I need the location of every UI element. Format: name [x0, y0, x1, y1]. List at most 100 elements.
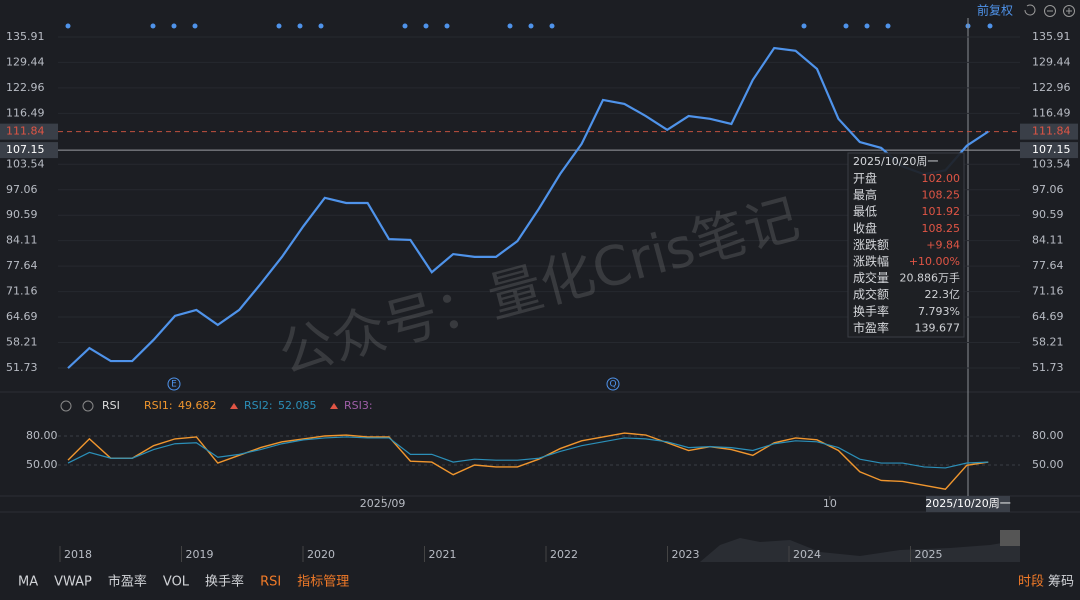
tooltip-label: 市盈率	[853, 320, 889, 335]
price-label: 107.15	[6, 143, 45, 156]
tooltip-value: 20.886万手	[900, 271, 961, 285]
y-tick-label: 51.73	[1032, 361, 1064, 374]
tooltip-label: 涨跌额	[853, 237, 889, 252]
tooltip	[847, 152, 965, 338]
y-tick-label: 97.06	[6, 183, 38, 196]
tooltip-value: 101.92	[922, 205, 961, 218]
price-box	[0, 123, 58, 140]
event-dot	[444, 23, 450, 29]
tooltip-label: 成交额	[853, 287, 889, 302]
tooltip-label: 涨跌幅	[853, 254, 889, 269]
tab[interactable]: 指标管理	[297, 575, 349, 590]
y-tick-label: 103.54	[1032, 157, 1071, 170]
y-tick-label: 80.00	[1032, 429, 1064, 442]
y-tick-label: 84.11	[1032, 234, 1064, 247]
icons[interactable]	[1024, 4, 1075, 17]
year-label: 2022	[550, 548, 578, 561]
indicator-name: RSI	[102, 399, 120, 412]
tab[interactable]: 时段	[1018, 575, 1044, 590]
legend-label: RSI1:	[144, 399, 173, 412]
y-tick-label: 122.96	[1032, 81, 1071, 94]
event-dot	[885, 23, 891, 29]
tooltip-label: 成交量	[853, 270, 889, 285]
year-label: 2024	[793, 548, 821, 561]
y-tick-label: 90.59	[1032, 208, 1064, 221]
event-dot	[276, 23, 282, 29]
y-tick-label: 90.59	[6, 208, 38, 221]
event-dot	[65, 23, 71, 29]
event-markers[interactable]: E Q	[167, 377, 620, 391]
rsi-line	[67, 432, 989, 490]
year-label: 2018	[64, 548, 92, 561]
price-line	[67, 46, 989, 369]
tooltip-label: 收盘	[853, 220, 877, 235]
legend-arrow	[330, 403, 338, 409]
navigator-handle	[1000, 530, 1020, 546]
tab[interactable]: RSI	[260, 575, 281, 590]
tab[interactable]: VWAP	[54, 575, 92, 590]
tooltip-value: 139.677	[915, 321, 961, 334]
event-dot	[402, 23, 408, 29]
event-marker[interactable]: E	[171, 380, 177, 390]
y-tick-label: 58.21	[6, 336, 38, 349]
legend-arrow	[230, 403, 238, 409]
event-dot	[864, 23, 870, 29]
tab[interactable]: 筹码	[1048, 574, 1074, 590]
y-tick-label: 84.11	[6, 234, 38, 247]
tooltip-value: 7.793%	[918, 305, 960, 318]
rsi-legend: RSI RSI1: 49.682 RSI2: 52.085 RSI3:	[60, 399, 373, 412]
event-dot	[192, 23, 198, 29]
y-tick-label: 116.49	[6, 106, 45, 119]
tooltip-value: 22.3亿	[925, 288, 961, 301]
tooltip-value: 108.25	[922, 189, 961, 202]
tooltip-value: 108.25	[922, 222, 961, 235]
y-tick-label: 129.44	[1032, 55, 1071, 68]
event-marker[interactable]: Q	[609, 380, 616, 390]
event-dot	[549, 23, 555, 29]
price-label: 111.84	[6, 125, 45, 138]
event-dot	[507, 23, 513, 29]
event-dot	[297, 23, 303, 29]
tab[interactable]: 换手率	[205, 574, 244, 590]
tooltip-label: 开盘	[853, 171, 877, 186]
event-dot	[318, 23, 324, 29]
x-tick-label: 10	[823, 497, 837, 510]
y-tick-label: 80.00	[26, 429, 58, 442]
y-tick-label: 50.00	[26, 458, 58, 471]
y-tick-label: 129.44	[6, 55, 45, 68]
y-tick-label: 77.64	[1032, 259, 1064, 272]
year-label: 2020	[307, 548, 335, 561]
y-tick-label: 116.49	[1032, 106, 1071, 119]
y-tick-label: 103.54	[6, 157, 45, 170]
legend-value: 49.682	[178, 399, 217, 412]
price-box	[1020, 142, 1078, 159]
crosshair-date-box	[926, 496, 1010, 512]
crosshair-date: 2025/10/20周一	[925, 497, 1010, 510]
tab[interactable]: 市盈率	[108, 574, 147, 590]
year-label: 2021	[429, 548, 457, 561]
tab[interactable]: MA	[18, 575, 38, 590]
y-tick-label: 71.16	[1032, 285, 1064, 298]
tooltip-value: +9.84	[926, 238, 960, 251]
tab[interactable]: VOL	[163, 575, 190, 590]
tooltip-value: 102.00	[922, 172, 961, 185]
y-tick-label: 58.21	[1032, 336, 1064, 349]
event-dots	[65, 23, 993, 29]
event-dot	[843, 23, 849, 29]
price-label: 107.15	[1032, 143, 1071, 156]
adjust-button[interactable]: 前复权	[977, 3, 1013, 18]
price-box	[1020, 123, 1078, 140]
legend-label: RSI3:	[344, 399, 373, 412]
year-label: 2023	[672, 548, 700, 561]
tooltip-date: 2025/10/20周一	[853, 155, 938, 168]
y-tick-label: 135.91	[6, 30, 45, 43]
y-tick-label: 50.00	[1032, 458, 1064, 471]
y-tick-label: 135.91	[1032, 30, 1071, 43]
event-dot	[423, 23, 429, 29]
price-box	[0, 142, 58, 159]
tooltip-label: 换手率	[853, 303, 889, 318]
y-tick-label: 64.69	[1032, 310, 1064, 323]
y-tick-label: 77.64	[6, 259, 38, 272]
event-dot	[171, 23, 177, 29]
